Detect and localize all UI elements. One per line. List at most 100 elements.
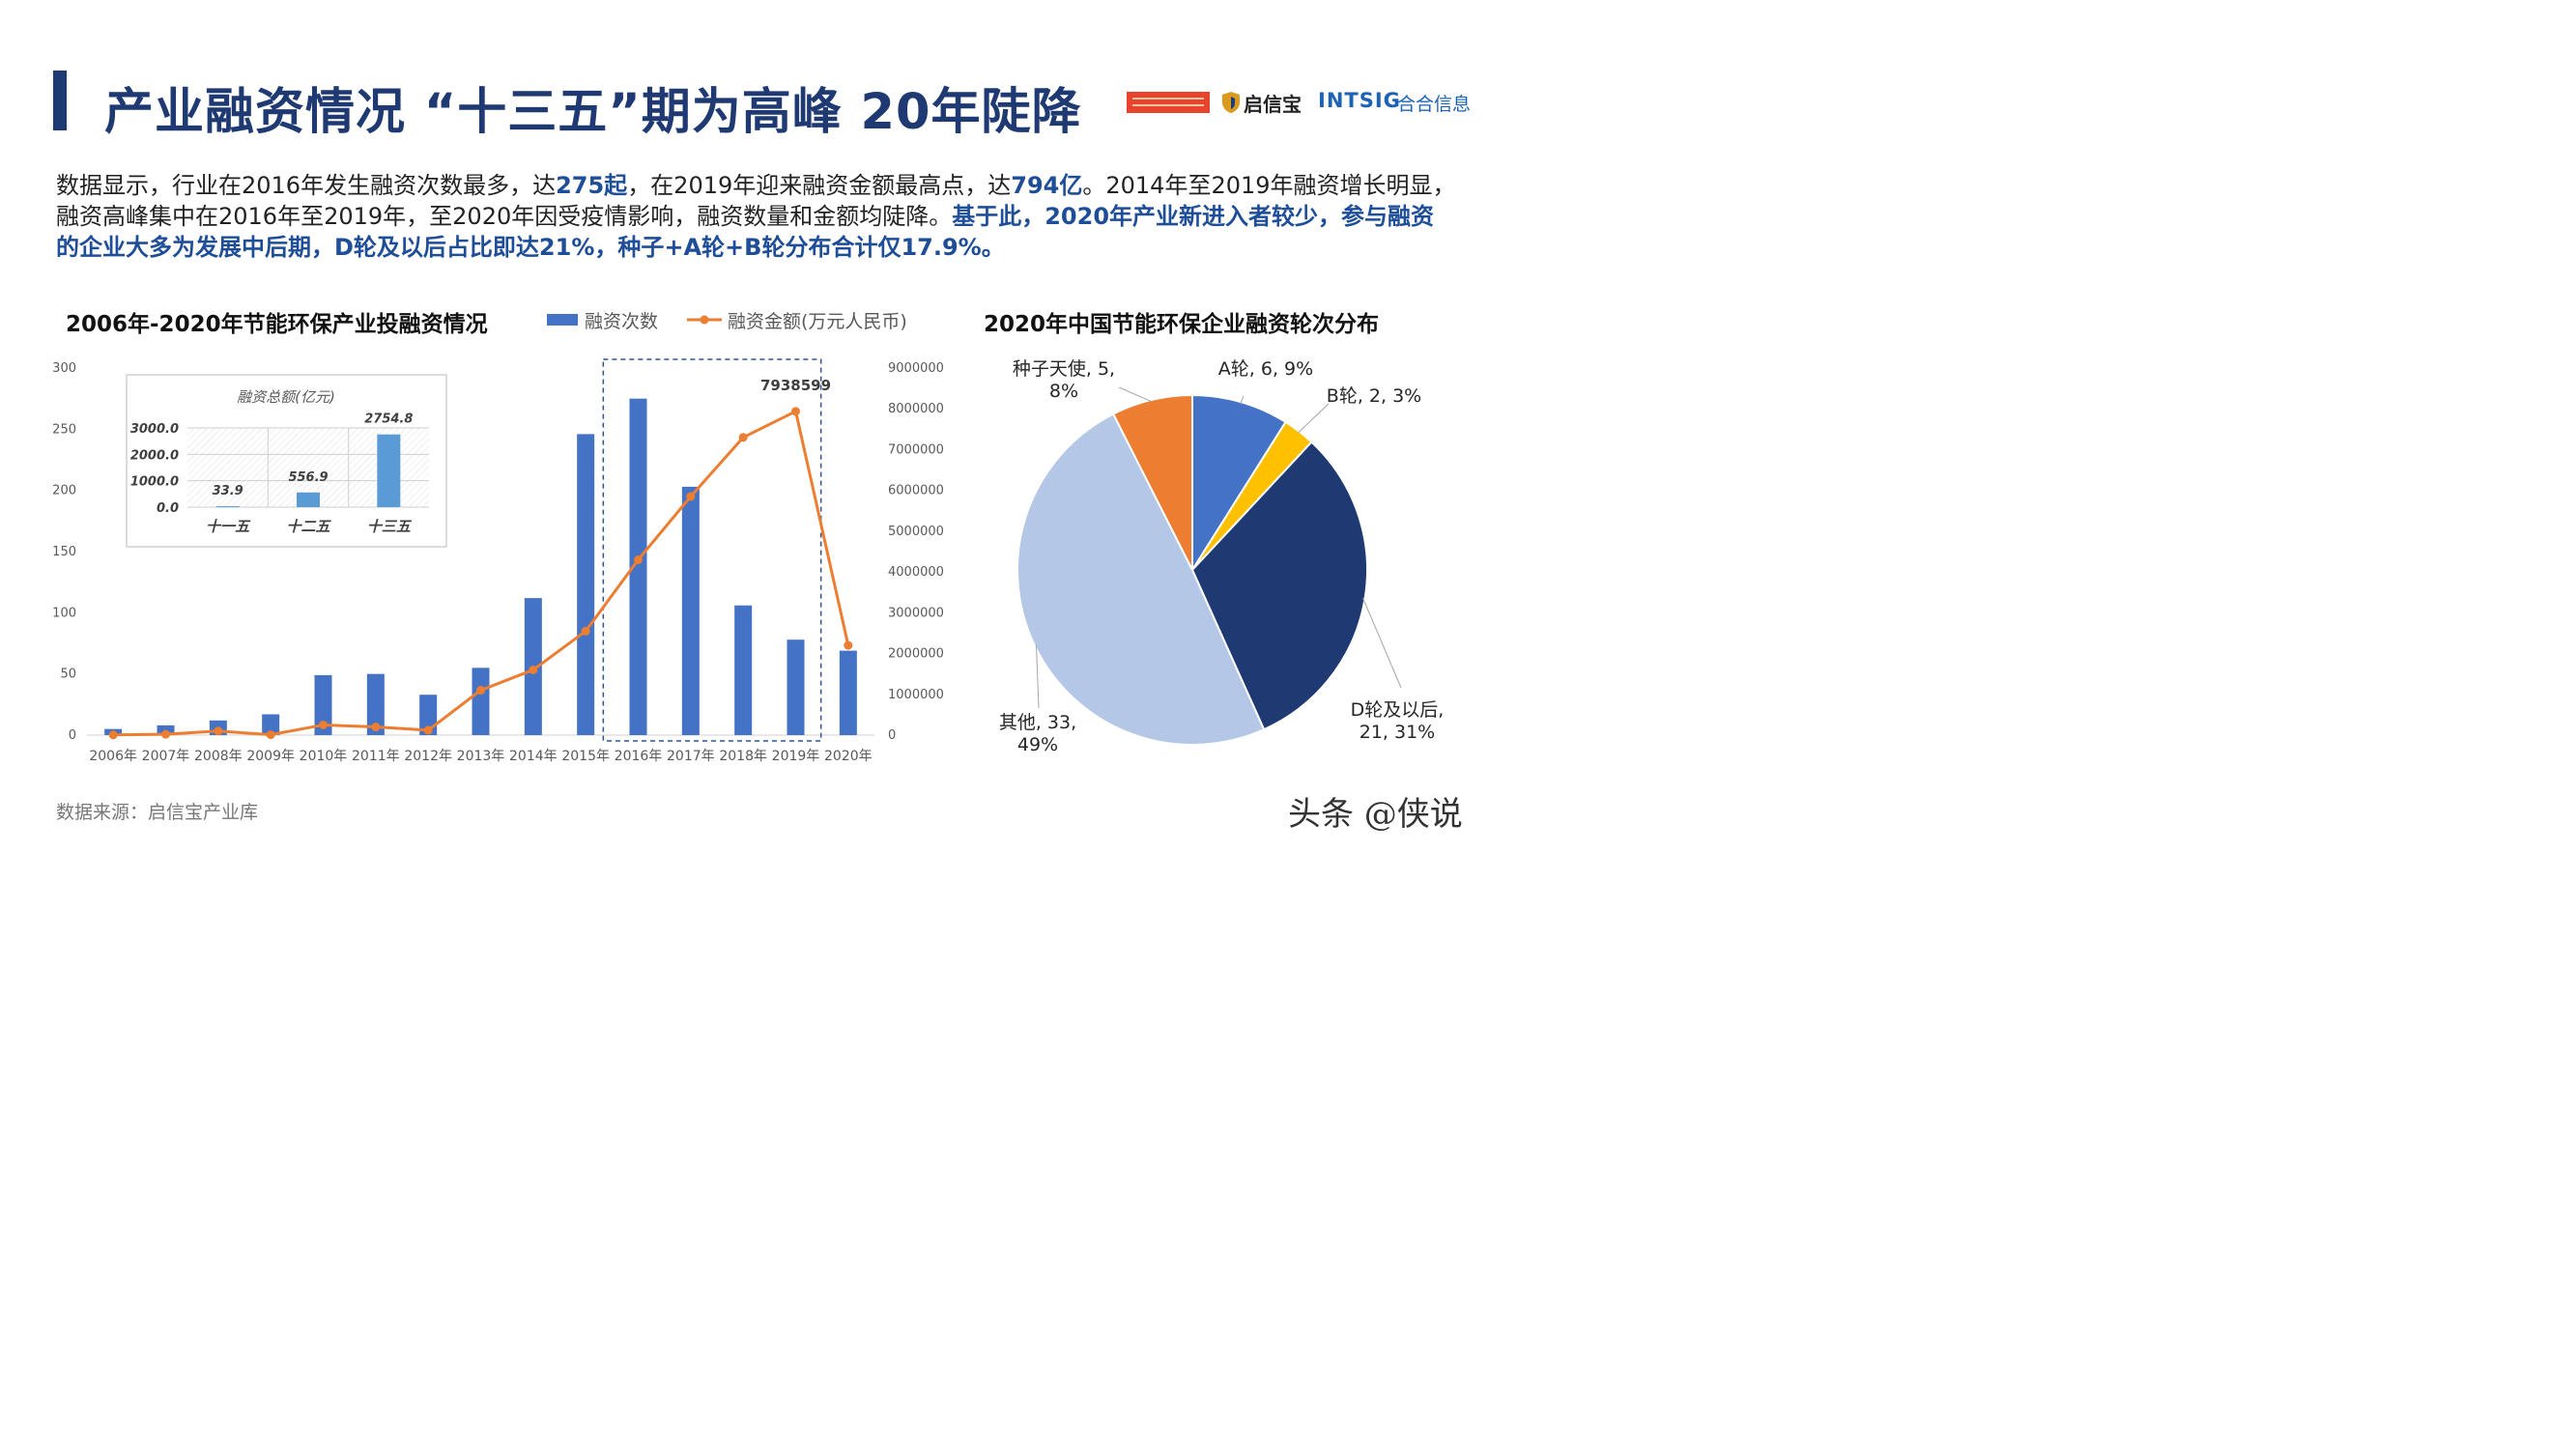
title-accent-bar (53, 71, 67, 130)
right-axis-tick-label: 9000000 (888, 361, 944, 376)
left-axis-tick-label: 200 (52, 484, 76, 498)
right-axis-tick-label: 4000000 (888, 565, 944, 580)
pie-leader-line (1240, 395, 1245, 405)
pie-slice (1190, 440, 1368, 731)
pie-leader-line (1118, 386, 1153, 403)
line-point (319, 720, 328, 729)
pie-leader-line (1362, 598, 1402, 689)
right-axis-tick-label: 5000000 (888, 525, 944, 539)
legend-bar-swatch (547, 314, 578, 326)
inset-category-label: 十二五 (286, 518, 331, 535)
line-point (423, 725, 433, 735)
bar-financing-count (314, 674, 332, 735)
line-point (371, 723, 381, 732)
x-axis-tick-label: 2008年 (194, 749, 243, 764)
left-axis-tick-label: 100 (52, 606, 76, 620)
legend-line-marker (700, 315, 709, 325)
left-axis-tick-label: 300 (52, 361, 76, 376)
highlight-range-box (602, 358, 822, 742)
x-axis-tick-label: 2016年 (615, 749, 663, 764)
bar-financing-count (629, 398, 647, 735)
legend-line-label: 融资金额(万元人民币) (728, 311, 907, 332)
x-axis-tick-label: 2019年 (772, 749, 820, 764)
summary-highlight-amount: 794亿 (1011, 172, 1083, 199)
pie-slice-label: D轮及以后, (1351, 699, 1445, 721)
bar-financing-count (787, 639, 805, 735)
investment-combo-chart: 0 50 100 150 200 250 300 0 1000000 2000000 3000000… (52, 311, 944, 764)
qixinbao-logo-text: 启信宝 (1244, 93, 1302, 116)
pie-chart-title: 2020年中国节能环保企业融资轮次分布 (984, 312, 1380, 337)
x-axis-tick-label: 2017年 (667, 749, 715, 764)
pie-slice-label: 种子天使, 5, (1013, 358, 1115, 380)
pie-slice-label: 21, 31% (1360, 722, 1436, 743)
line-point (686, 492, 696, 501)
x-axis-tick-label: 2013年 (457, 749, 505, 764)
inset-axis-tick-label: 2000.0 (130, 448, 179, 463)
inset-bar (215, 506, 240, 508)
right-axis-tick-label: 0 (888, 728, 896, 743)
line-point (581, 626, 590, 636)
bar-financing-count (262, 714, 280, 735)
inset-bar (297, 492, 320, 507)
pie-slice-label: B轮, 2, 3% (1327, 385, 1421, 407)
line-point (844, 640, 853, 650)
left-axis-tick-label: 250 (52, 422, 76, 437)
pie-leader-line (1035, 644, 1040, 709)
watermark: 头条 @侠说 (1288, 795, 1463, 834)
hehe-logo-text: 合合信息 (1397, 94, 1472, 115)
line-point (529, 665, 538, 674)
shield-logo-icon (1222, 92, 1240, 113)
line-point (791, 407, 800, 416)
x-axis-tick-label: 2007年 (142, 749, 190, 764)
line-point (634, 554, 643, 564)
inset-bar (377, 434, 401, 507)
x-axis-tick-label: 2011年 (352, 749, 400, 764)
pie-slice (1016, 412, 1266, 746)
data-source: 数据来源：启信宝产业库 (56, 802, 259, 823)
intsig-logo-text: INTSIG (1318, 89, 1401, 112)
inset-axis-tick-label: 1000.0 (130, 475, 179, 490)
x-axis-tick-label: 2020年 (824, 749, 873, 764)
bar-financing-count (681, 486, 700, 735)
inset-total-chart: 融资总额(亿元) 0.0 1000.0 2000.0 3000.0 33.9 十一五 556.… (126, 374, 447, 548)
page-title: 产业融资情况 “十三五”期为高峰 20年陡降 (104, 84, 1082, 141)
right-axis-tick-label: 7000000 (888, 442, 944, 457)
line-point (161, 729, 170, 739)
inset-value-label: 556.9 (288, 470, 328, 485)
left-axis-tick-label: 150 (52, 545, 76, 559)
pie-slice-label: A轮, 6, 9% (1218, 358, 1313, 380)
logo-strip: 启信宝 INTSIG 合合信息 (1127, 89, 1474, 116)
x-axis-tick-label: 2015年 (561, 749, 610, 764)
partner-logo (1127, 92, 1210, 113)
pie-leader-line (1297, 403, 1330, 434)
inset-category-label: 十三五 (367, 518, 413, 535)
peak-value-label: 7938599 (760, 377, 831, 394)
bar-financing-count (734, 605, 753, 735)
inset-value-label: 33.9 (213, 484, 243, 498)
summary-text-3: 。2014年至2019年融资增长明显，融资高峰集中在2016年至2019年，至2… (56, 172, 1456, 230)
x-axis-tick-label: 2009年 (246, 749, 295, 764)
inset-value-label: 2754.8 (364, 412, 413, 427)
bar-financing-count (577, 434, 595, 735)
inset-axis-tick-label: 0.0 (157, 501, 179, 516)
bar-chart-title: 2006年-2020年节能环保产业投融资情况 (66, 312, 488, 337)
line-point (108, 730, 118, 740)
left-axis-tick-label: 0 (69, 728, 76, 743)
x-axis-tick-label: 2006年 (89, 749, 137, 764)
x-axis-tick-label: 2010年 (300, 749, 348, 764)
inset-title: 融资总额(亿元) (237, 388, 335, 406)
line-point (266, 730, 275, 740)
right-axis-tick-label: 1000000 (888, 688, 944, 702)
pie-slice-label: 8% (1049, 381, 1078, 402)
summary-conclusion: 基于此，2020年产业新进入者较少，参与融资的企业大多为发展中后期，D轮及以后占… (56, 203, 1435, 261)
legend-bar-label: 融资次数 (585, 311, 658, 332)
x-axis-tick-label: 2018年 (719, 749, 767, 764)
line-point (476, 686, 485, 696)
x-axis-tick-label: 2012年 (404, 749, 452, 764)
inset-category-label: 十一五 (206, 518, 251, 535)
bar-financing-count (472, 668, 490, 735)
bar-financing-count (419, 695, 438, 735)
summary-paragraph: 数据显示，行业在2016年发生融资次数最多，达275起，在2019年迎来融资金额… (56, 170, 1457, 263)
x-axis-tick-label: 2014年 (509, 749, 558, 764)
left-axis-tick-label: 50 (60, 668, 76, 682)
